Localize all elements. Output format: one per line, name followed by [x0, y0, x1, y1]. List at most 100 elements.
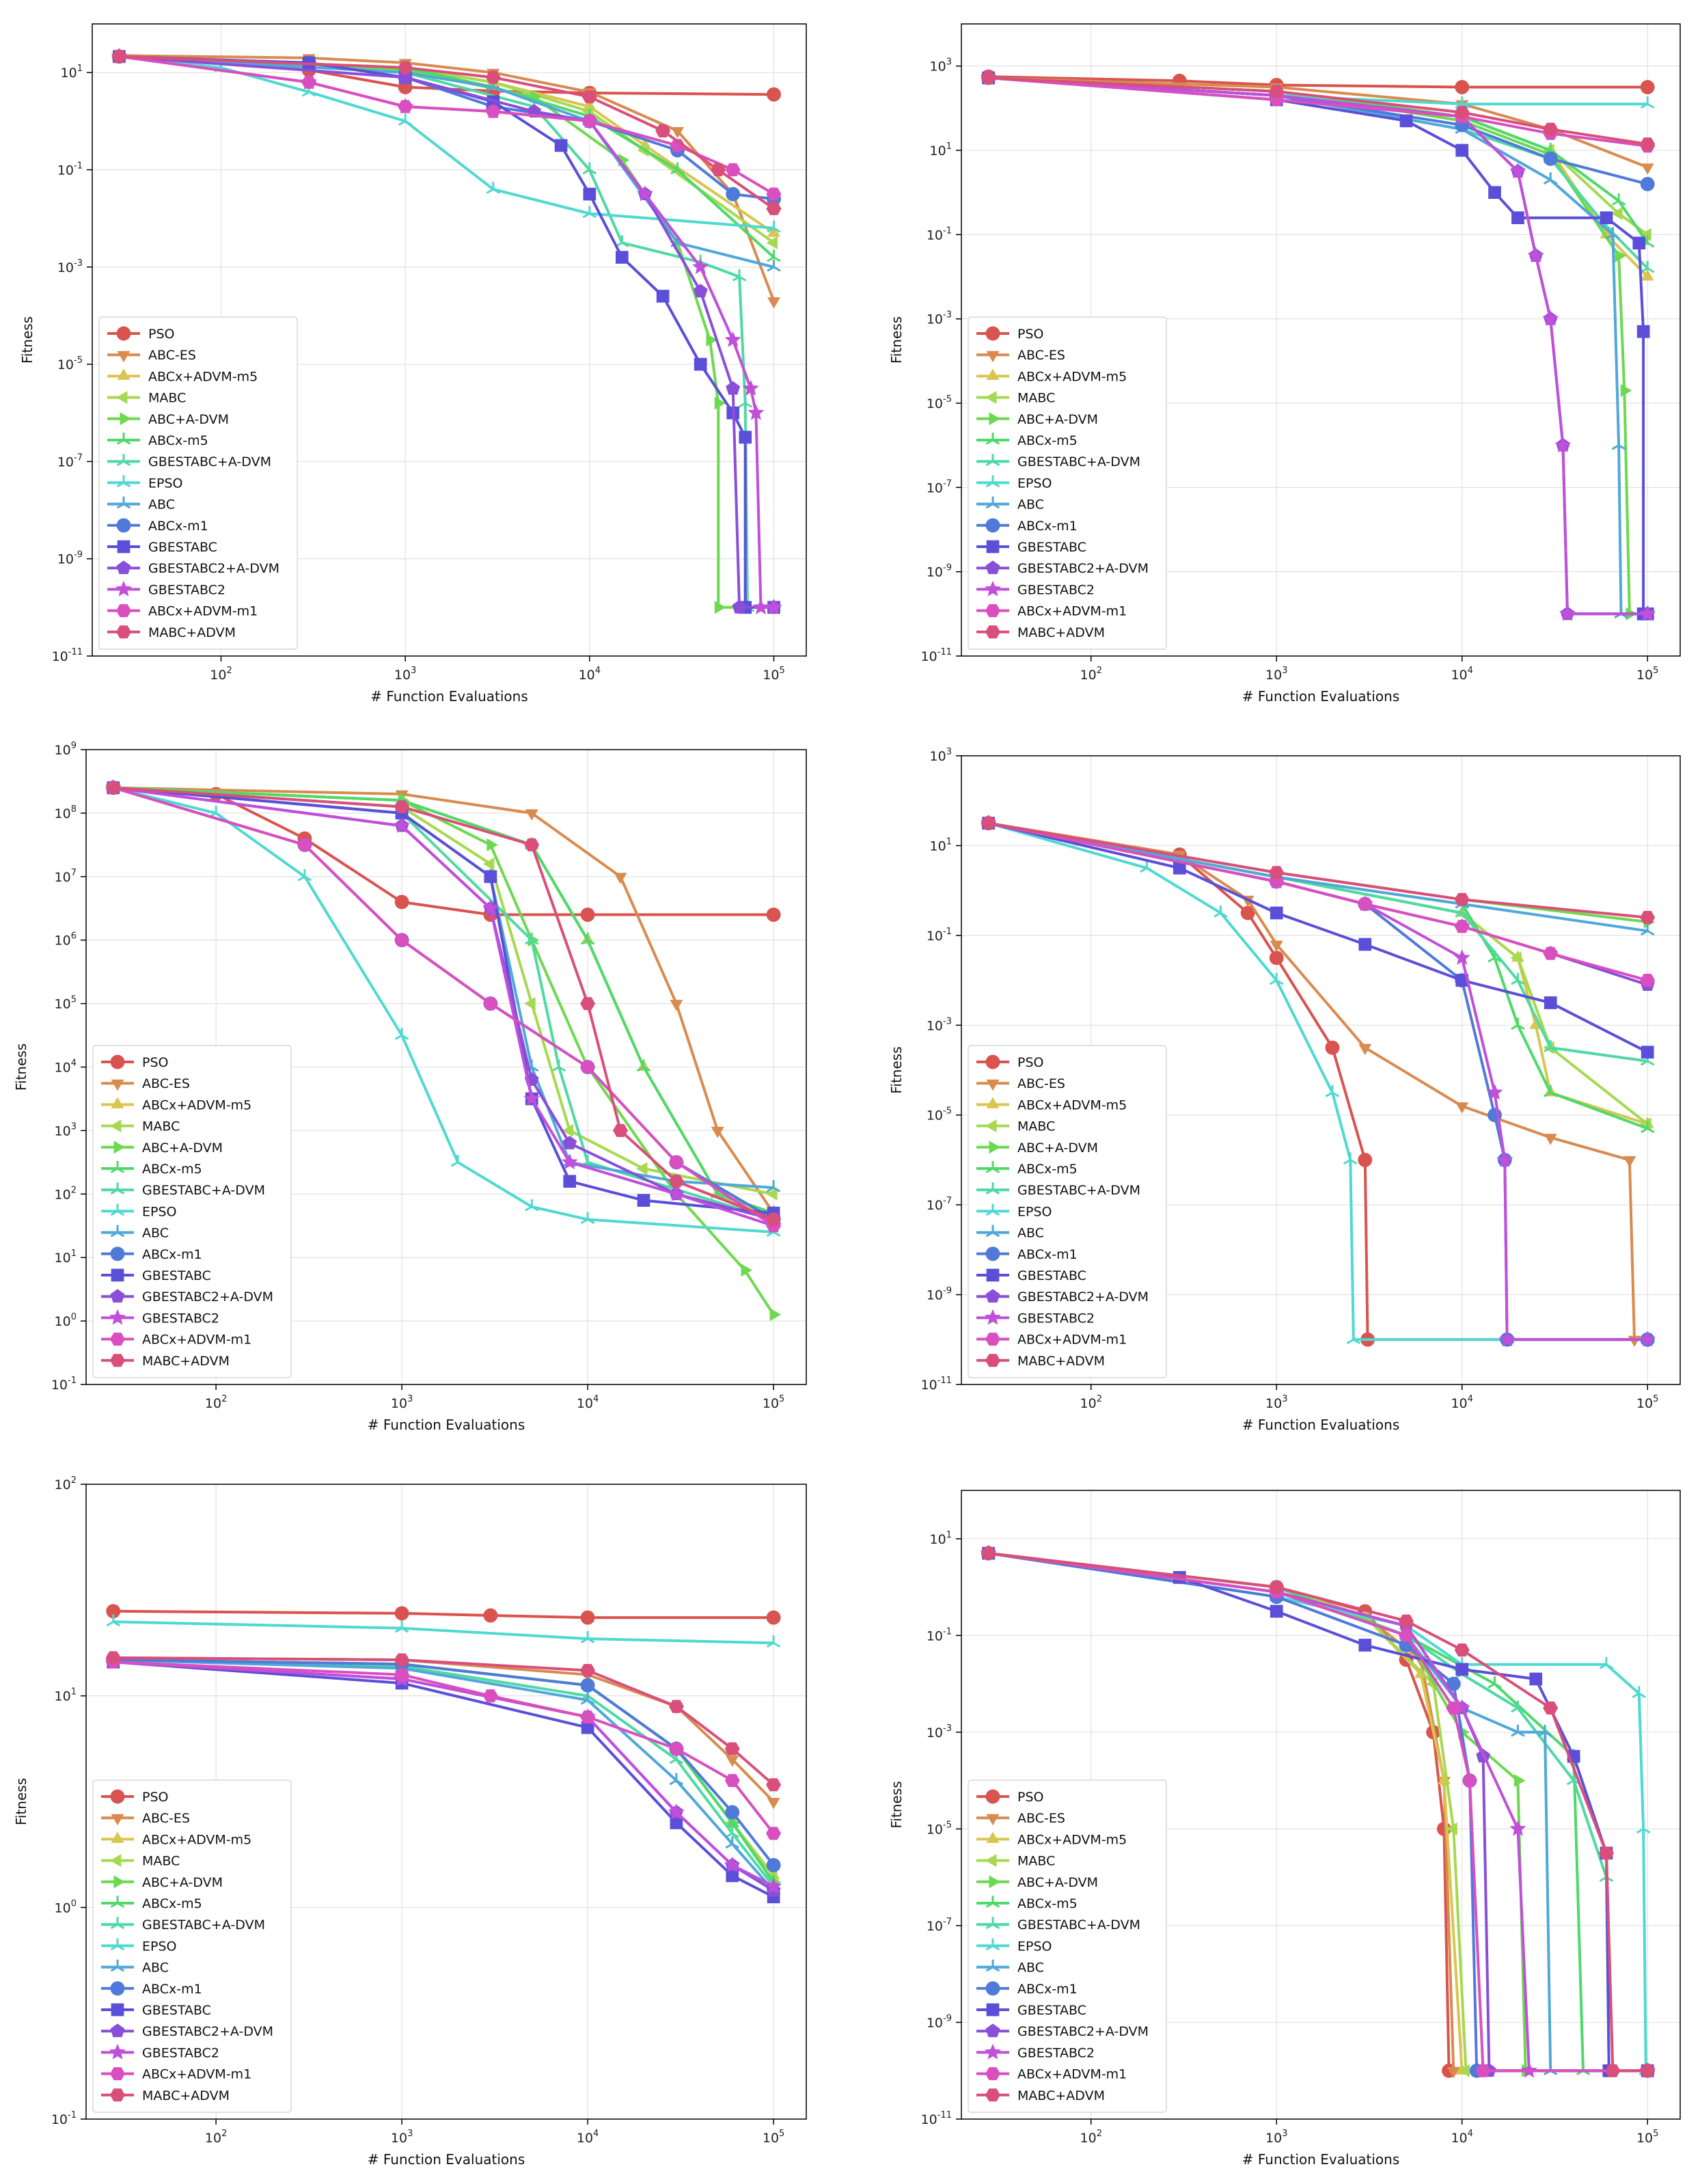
x-tick-label: 102 [1080, 666, 1102, 683]
legend-swatch-marker [110, 1161, 125, 1173]
y-tick-label: 10-1 [927, 226, 952, 243]
legend-label: MABC [1017, 391, 1055, 406]
y-tick-label: 103 [55, 1121, 77, 1138]
data-point-ABCx-m5 [580, 932, 595, 945]
data-point-MABC+ADVM [1454, 892, 1470, 906]
legend-swatch-marker [117, 368, 131, 380]
legend-label: ABCx-m1 [1017, 1982, 1078, 1997]
legend-swatch-marker [985, 2043, 1001, 2060]
data-point-MABC [482, 857, 495, 871]
chart-panel-6: 102 103 104 105 10-11 10-9 10-7 10-5 10-3 10-1 101… [888, 1490, 1681, 2168]
series-line-ABCx+ADVM-m1 [118, 55, 776, 195]
y-tick-label: 10-7 [927, 1196, 952, 1213]
data-point-ABC [1611, 437, 1626, 450]
data-point-GBESTABC2 [765, 1877, 782, 1894]
data-point-EPSO [1599, 1656, 1614, 1669]
legend-swatch-marker [116, 475, 131, 488]
data-point-GBESTABC [1636, 325, 1650, 338]
data-point-GBESTABC [1600, 211, 1613, 225]
legend-swatch-marker [985, 2088, 1000, 2102]
legend-label: ABCx+ADVM-m5 [1017, 1832, 1127, 1847]
legend-swatch-marker [113, 1875, 125, 1889]
y-tick-label: 10-9 [927, 1286, 952, 1303]
data-point-ABCx-m1 [726, 187, 741, 202]
legend-swatch-marker [986, 1097, 1000, 1108]
data-point-EPSO [1636, 1821, 1651, 1834]
data-point-ABCx+ADVM-m1 [482, 997, 498, 1011]
data-point-PSO [580, 1610, 595, 1625]
data-point-GBESTABC2 [724, 331, 741, 347]
data-point-PSO [394, 895, 409, 910]
data-point-ABCx+ADVM-m1 [668, 1156, 684, 1169]
legend-label: GBESTABC2+A-DVM [148, 561, 279, 576]
legend-label: ABCx-m1 [1017, 519, 1078, 534]
data-point-ABCx+ADVM-m1 [485, 105, 501, 118]
data-point-MABC+ADVM [1599, 1846, 1614, 1860]
y-tick-label: 10-7 [927, 1917, 952, 1934]
data-point-MABC+ADVM [613, 1123, 628, 1137]
data-point-GBESTABC2 [1453, 949, 1470, 965]
legend-swatch-marker [111, 1079, 124, 1091]
data-point-ABC [725, 1836, 740, 1849]
data-point-GBESTABC2 [1554, 437, 1572, 452]
legend-swatch-marker [117, 351, 131, 363]
y-tick-label: 101 [55, 1687, 77, 1704]
legend-label: GBESTABC [142, 1268, 211, 1283]
data-point-ABC+A-DVM [1513, 1774, 1526, 1788]
legend-swatch-marker [110, 1917, 125, 1929]
y-tick-label: 10-5 [927, 1106, 952, 1123]
data-point-MABC+ADVM [580, 997, 596, 1011]
series-line-ABC-ES [118, 54, 776, 303]
data-point-GBESTABC2+A-DVM [562, 1136, 577, 1149]
legend-label: PSO [142, 1055, 168, 1070]
data-point-ABC+A-DVM [714, 601, 726, 614]
data-point-PSO [1640, 80, 1655, 94]
legend-box [968, 1045, 1167, 1378]
data-point-MABC+ADVM [1269, 866, 1285, 879]
legend-label: MABC [148, 391, 186, 406]
legend-label: ABC [142, 1226, 169, 1241]
data-point-ABCx-m1 [766, 1857, 781, 1872]
legend-label: ABC+A-DVM [1017, 1141, 1098, 1156]
y-tick-label: 102 [55, 1185, 77, 1202]
data-point-EPSO [106, 1614, 121, 1627]
legend-label: ABC-ES [142, 1811, 190, 1826]
data-point-PSO [1325, 1040, 1340, 1055]
data-point-ABC [766, 1180, 781, 1192]
data-point-ABC-ES [1358, 1043, 1372, 1056]
y-tick-label: 10-1 [51, 2110, 77, 2127]
data-point-GBESTABC+A-DVM [1511, 972, 1525, 985]
legend-label: ABCx+ADVM-m5 [142, 1832, 251, 1847]
data-point-ABC-ES [670, 1000, 683, 1011]
legend-swatch-marker [985, 1333, 1000, 1346]
legend-label: ABCx-m5 [1017, 1896, 1078, 1911]
legend-box [968, 316, 1167, 650]
data-point-MABC [636, 1162, 648, 1175]
data-point-GBESTABC [670, 1816, 683, 1829]
x-tick-label: 104 [1451, 1394, 1472, 1411]
y-tick-label: 100 [55, 1312, 77, 1329]
data-point-GBESTABC2 [1509, 163, 1526, 179]
data-point-MABC [1446, 1822, 1457, 1835]
data-point-GBESTABC2 [765, 599, 782, 615]
legend: PSO ABC-ES ABCx+ADVM-m5 MABC ABC+A-DVM ABCx-m… [98, 316, 298, 650]
legend-label: GBESTABC2 [1017, 582, 1095, 597]
data-point-GBESTABC+A-DVM [1640, 260, 1655, 273]
legend-label: GBESTABC2+A-DVM [142, 2024, 273, 2039]
plot-frame [92, 23, 807, 657]
x-tick-label: 105 [763, 1394, 784, 1411]
data-point-GBESTABC [1358, 938, 1372, 951]
series-line-EPSO [987, 821, 1649, 1341]
data-point-ABCx-m5 [1543, 1084, 1558, 1097]
data-point-MABC [524, 997, 536, 1011]
y-tick-label: 107 [55, 868, 77, 885]
legend-swatch-marker [110, 1225, 125, 1238]
legend-label: GBESTABC2 [1017, 1311, 1095, 1326]
data-point-EPSO [394, 1620, 409, 1633]
data-point-PSO [106, 1604, 121, 1619]
x-axis-label: # Function Evaluations [1242, 2151, 1400, 2168]
legend-swatch-marker [110, 1938, 125, 1951]
legend-label: ABCx-m5 [1017, 433, 1078, 448]
data-point-ABCx-m1 [580, 1678, 595, 1693]
